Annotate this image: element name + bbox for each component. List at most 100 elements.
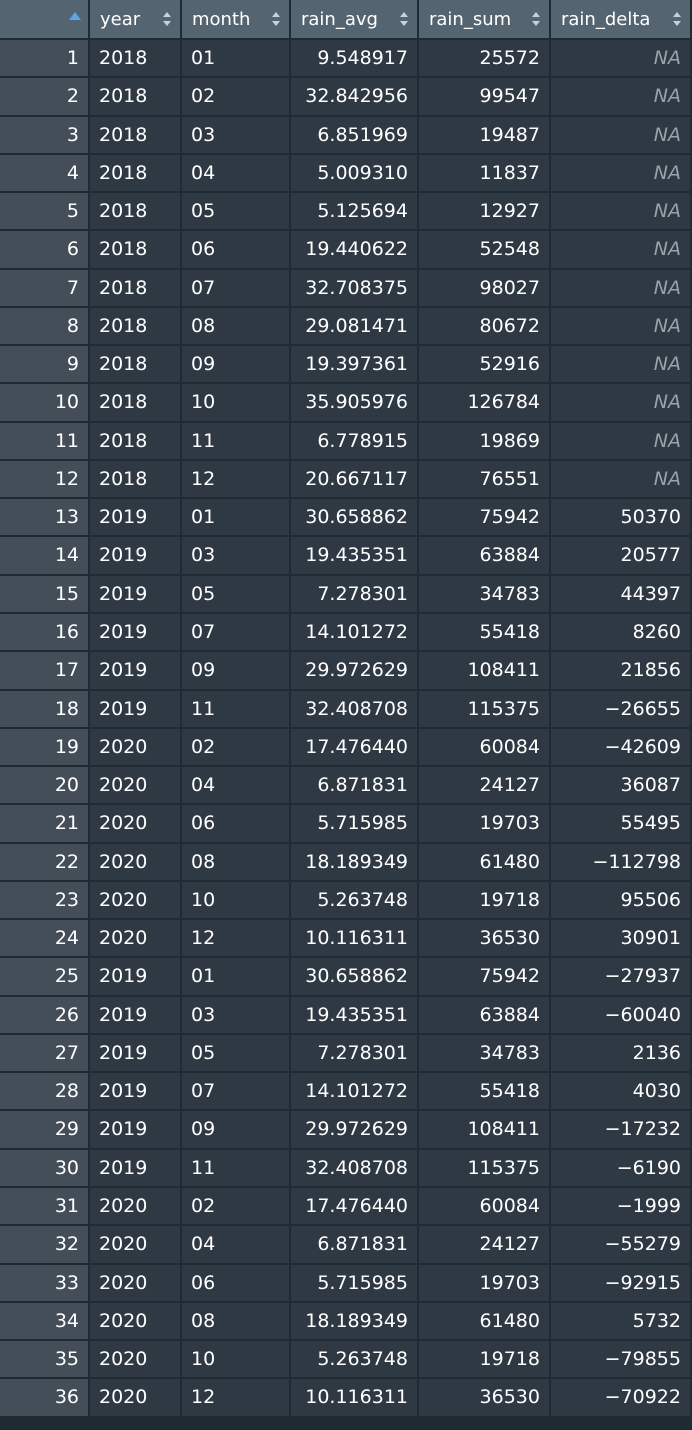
cell-year: 2019 xyxy=(90,958,182,995)
table-row[interactable]: 36 2020 12 10.116311 36530 −70922 xyxy=(0,1379,692,1417)
table-row[interactable]: 33 2020 06 5.715985 19703 −92915 xyxy=(0,1264,692,1303)
table-row[interactable]: 27 2019 05 7.278301 34783 2136 xyxy=(0,1034,692,1073)
table-row[interactable]: 28 2019 07 14.101272 55418 4030 xyxy=(0,1073,692,1111)
row-index: 31 xyxy=(0,1187,90,1225)
cell-year: 2018 xyxy=(90,78,182,115)
cell-rain-delta: NA xyxy=(551,78,690,115)
table-row[interactable]: 9 2018 09 19.397361 52916 NA xyxy=(0,346,692,384)
cell-rain-avg: 7.278301 xyxy=(291,575,419,612)
table-row[interactable]: 6 2018 06 19.440622 52548 NA xyxy=(0,231,692,269)
cell-rain-sum: 11837 xyxy=(419,154,551,192)
cell-rain-delta: −6190 xyxy=(551,1149,690,1186)
table-row[interactable]: 5 2018 05 5.125694 12927 NA xyxy=(0,193,692,231)
cell-year: 2019 xyxy=(90,1111,182,1148)
table-row[interactable]: 25 2019 01 30.658862 75942 −27937 xyxy=(0,958,692,996)
column-header-month[interactable]: month xyxy=(182,0,291,39)
cell-month: 11 xyxy=(182,422,291,459)
table-row[interactable]: 32 2020 04 6.871831 24127 −55279 xyxy=(0,1226,692,1264)
table-row[interactable]: 34 2020 08 18.189349 61480 5732 xyxy=(0,1302,692,1341)
cell-rain-delta: 21856 xyxy=(551,652,690,689)
cell-month: 02 xyxy=(182,728,291,766)
cell-year: 2020 xyxy=(90,1226,182,1263)
cell-year: 2018 xyxy=(90,460,182,498)
cell-rain-sum: 19869 xyxy=(419,422,551,459)
cell-month: 12 xyxy=(182,1379,291,1416)
sort-updown-icon xyxy=(400,12,408,26)
cell-rain-avg: 32.842956 xyxy=(291,78,419,115)
cell-rain-sum: 115375 xyxy=(419,690,551,727)
table-row[interactable]: 2 2018 02 32.842956 99547 NA xyxy=(0,78,692,116)
cell-rain-avg: 9.548917 xyxy=(291,40,419,77)
sort-updown-icon xyxy=(532,12,540,26)
cell-rain-delta: NA xyxy=(551,231,690,268)
cell-rain-delta: 50370 xyxy=(551,499,690,536)
cell-month: 12 xyxy=(182,920,291,957)
table-row[interactable]: 22 2020 08 18.189349 61480 −112798 xyxy=(0,843,692,882)
table-row[interactable]: 4 2018 04 5.009310 11837 NA xyxy=(0,154,692,193)
cell-month: 09 xyxy=(182,346,291,383)
row-index: 27 xyxy=(0,1034,90,1072)
table-row[interactable]: 8 2018 08 29.081471 80672 NA xyxy=(0,307,692,346)
cell-month: 02 xyxy=(182,1187,291,1225)
cell-month: 09 xyxy=(182,652,291,689)
cell-rain-sum: 99547 xyxy=(419,78,551,115)
cell-rain-delta: 95506 xyxy=(551,881,690,919)
cell-year: 2018 xyxy=(90,422,182,459)
cell-rain-delta: −26655 xyxy=(551,690,690,727)
table-row[interactable]: 31 2020 02 17.476440 60084 −1999 xyxy=(0,1187,692,1226)
column-header-rain-delta[interactable]: rain_delta xyxy=(551,0,690,39)
column-header-year[interactable]: year xyxy=(90,0,182,39)
cell-year: 2020 xyxy=(90,1264,182,1301)
cell-rain-delta: NA xyxy=(551,422,690,459)
column-header-rowname[interactable] xyxy=(0,0,90,39)
table-row[interactable]: 1 2018 01 9.548917 25572 NA xyxy=(0,40,692,78)
table-row[interactable]: 15 2019 05 7.278301 34783 44397 xyxy=(0,575,692,614)
column-header-rain-sum[interactable]: rain_sum xyxy=(419,0,551,39)
table-row[interactable]: 18 2019 11 32.408708 115375 −26655 xyxy=(0,690,692,729)
cell-rain-avg: 18.189349 xyxy=(291,1302,419,1340)
row-index: 34 xyxy=(0,1302,90,1340)
cell-rain-sum: 61480 xyxy=(419,843,551,880)
cell-year: 2020 xyxy=(90,805,182,842)
table-row[interactable]: 10 2018 10 35.905976 126784 NA xyxy=(0,384,692,422)
table-row[interactable]: 12 2018 12 20.667117 76551 NA xyxy=(0,460,692,499)
table-row[interactable]: 30 2019 11 32.408708 115375 −6190 xyxy=(0,1149,692,1188)
cell-rain-delta: −92915 xyxy=(551,1264,690,1301)
cell-rain-delta: NA xyxy=(551,40,690,77)
table-row[interactable]: 11 2018 11 6.778915 19869 NA xyxy=(0,422,692,461)
table-row[interactable]: 16 2019 07 14.101272 55418 8260 xyxy=(0,613,692,652)
cell-rain-sum: 98027 xyxy=(419,269,551,306)
table-row[interactable]: 17 2019 09 29.972629 108411 21856 xyxy=(0,652,692,690)
cell-rain-sum: 108411 xyxy=(419,1111,551,1148)
table-row[interactable]: 7 2018 07 32.708375 98027 NA xyxy=(0,269,692,308)
cell-year: 2018 xyxy=(90,384,182,421)
table-row[interactable]: 20 2020 04 6.871831 24127 36087 xyxy=(0,767,692,805)
cell-year: 2020 xyxy=(90,881,182,919)
table-row[interactable]: 19 2020 02 17.476440 60084 −42609 xyxy=(0,728,692,767)
cell-year: 2018 xyxy=(90,40,182,77)
table-row[interactable]: 29 2019 09 29.972629 108411 −17232 xyxy=(0,1111,692,1149)
table-row[interactable]: 14 2019 03 19.435351 63884 20577 xyxy=(0,537,692,575)
table-row[interactable]: 23 2020 10 5.263748 19718 95506 xyxy=(0,881,692,920)
row-index: 33 xyxy=(0,1264,90,1301)
cell-month: 10 xyxy=(182,384,291,421)
cell-rain-sum: 115375 xyxy=(419,1149,551,1186)
cell-year: 2019 xyxy=(90,1034,182,1072)
cell-rain-sum: 24127 xyxy=(419,1226,551,1263)
column-header-rain-avg[interactable]: rain_avg xyxy=(291,0,419,39)
cell-month: 06 xyxy=(182,1264,291,1301)
table-row[interactable]: 24 2020 12 10.116311 36530 30901 xyxy=(0,920,692,958)
table-row[interactable]: 3 2018 03 6.851969 19487 NA xyxy=(0,116,692,155)
cell-month: 01 xyxy=(182,958,291,995)
row-index: 28 xyxy=(0,1073,90,1110)
table-row[interactable]: 13 2019 01 30.658862 75942 50370 xyxy=(0,499,692,537)
cell-rain-sum: 76551 xyxy=(419,460,551,498)
table-row[interactable]: 35 2020 10 5.263748 19718 −79855 xyxy=(0,1341,692,1379)
cell-rain-delta: −79855 xyxy=(551,1341,690,1378)
row-index: 3 xyxy=(0,116,90,153)
table-row[interactable]: 26 2019 03 19.435351 63884 −60040 xyxy=(0,996,692,1035)
table-row[interactable]: 21 2020 06 5.715985 19703 55495 xyxy=(0,805,692,843)
cell-rain-delta: 2136 xyxy=(551,1034,690,1072)
row-index: 24 xyxy=(0,920,90,957)
cell-rain-sum: 19703 xyxy=(419,805,551,842)
